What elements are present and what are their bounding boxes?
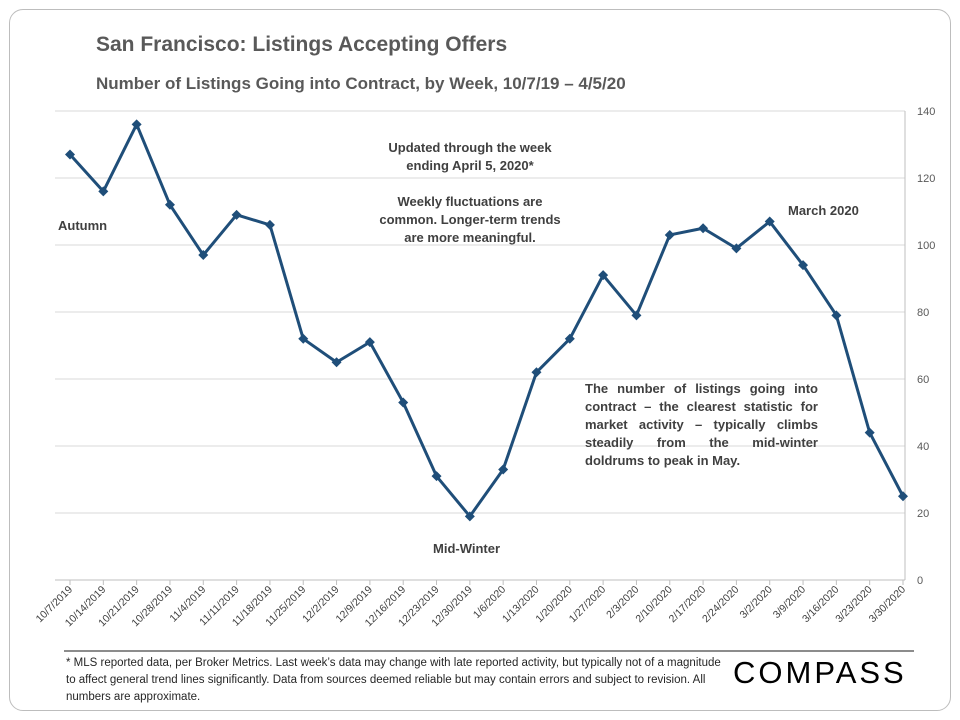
data-point [898,491,908,502]
x-tick-label: 2/24/2020 [700,584,742,626]
data-point [798,260,809,271]
series-line [68,122,905,518]
x-tick-label: 3/30/2020 [867,584,909,626]
y-tick-label: 20 [917,508,929,520]
compass-logo: COMPASS [733,655,907,690]
y-tick-label: 100 [917,240,935,252]
data-point [264,219,275,230]
y-tick-label: 60 [917,374,929,386]
x-tick-label: 3/2/2020 [737,584,774,621]
y-tick-label: 120 [917,173,935,185]
footer-divider [64,650,914,652]
data-point [464,511,475,522]
data-point [65,149,75,160]
annotation-midwinter: Mid-Winter [433,541,501,556]
data-point [598,270,609,281]
data-point [98,186,109,197]
data-point [398,397,409,408]
chart-title: San Francisco: Listings Accepting Offers [96,33,508,56]
data-point [664,229,675,240]
data-point [298,333,309,344]
footnote: * MLS reported data, per Broker Metrics.… [66,657,721,703]
data-point [564,333,575,344]
data-point [231,209,242,220]
slide-frame [9,9,951,711]
data-point [364,337,375,348]
y-tick-label: 140 [917,106,935,118]
updated-line-1: Updated through the week [388,140,552,155]
data-point [864,427,875,438]
data-point [498,464,509,475]
y-tick-label: 0 [917,575,923,587]
fluct-line-3: are more meaningful. [404,230,536,245]
data-point [164,199,175,210]
x-tick-label: 1/27/2020 [567,584,609,626]
data-point [431,471,442,482]
updated-line-2: ending April 5, 2020* [406,158,534,173]
data-point [764,216,775,227]
data-point [198,250,209,261]
data-point [831,310,842,321]
annotation-note: The number of listings going into contra… [585,381,818,468]
fluct-line-2: common. Longer-term trends [379,212,561,227]
data-point [531,367,542,378]
fluct-line-1: Weekly fluctuations are [397,194,543,209]
data-point [131,119,142,130]
annotation-autumn: Autumn [58,218,108,233]
chart-subtitle: Number of Listings Going into Contract, … [96,74,626,93]
y-tick-label: 40 [917,441,929,453]
data-point [698,223,709,234]
y-tick-label: 80 [917,307,929,319]
data-point [331,357,342,368]
data-point [631,310,642,321]
annotation-march: March 2020 [788,203,859,218]
data-point [731,243,742,254]
annotation-updated: Updated through the week ending April 5,… [360,139,580,247]
